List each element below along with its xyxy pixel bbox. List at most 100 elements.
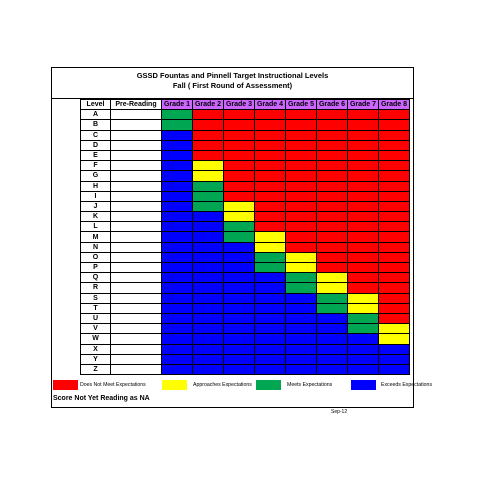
grade-cell — [316, 292, 348, 304]
grade-cell — [161, 221, 193, 233]
grade-cell — [347, 292, 379, 304]
grade-cell — [223, 160, 255, 172]
grade-cell — [347, 333, 379, 345]
grade-cell — [192, 170, 224, 182]
pre-reading-cell — [110, 129, 162, 141]
grade-cell — [223, 251, 255, 264]
level-cell: X — [80, 343, 111, 355]
grade-cell — [223, 282, 255, 294]
grade-cell — [254, 302, 286, 314]
pre-reading-cell — [110, 282, 162, 294]
grade-cell — [223, 312, 255, 325]
pre-reading-cell — [110, 170, 162, 182]
grade-cell — [192, 190, 224, 202]
level-cell: A — [80, 109, 111, 121]
grade-cell — [347, 272, 379, 284]
grade-cell — [192, 302, 224, 314]
column-header: Grade 3 — [223, 98, 255, 111]
grade-cell — [347, 221, 379, 233]
grade-cell — [347, 129, 379, 141]
pre-reading-cell — [110, 200, 162, 213]
table-row: F — [80, 160, 410, 172]
table-row: N — [80, 241, 410, 253]
grade-cell — [378, 231, 410, 243]
grade-cell — [285, 363, 317, 376]
grade-cell — [192, 139, 224, 151]
legend-label-exceeds: Exceeds Expectations — [381, 382, 433, 388]
pre-reading-cell — [110, 160, 162, 172]
table-row: V — [80, 323, 410, 335]
pre-reading-cell — [110, 211, 162, 223]
grade-cell — [223, 343, 255, 355]
grade-cell — [223, 353, 255, 365]
level-cell: Z — [80, 363, 111, 376]
grade-cell — [347, 160, 379, 172]
page-subtitle: Fall ( First Round of Assessment) — [172, 81, 293, 90]
grade-cell — [285, 200, 317, 213]
grade-cell — [316, 180, 348, 192]
grade-cell — [285, 180, 317, 192]
pre-reading-cell — [110, 149, 162, 162]
grade-cell — [285, 353, 317, 365]
grade-cell — [161, 302, 193, 314]
grade-cell — [161, 343, 193, 355]
legend-label-meets: Meets Expectations — [287, 382, 333, 388]
grade-cell — [223, 119, 255, 131]
grade-cell — [347, 282, 379, 294]
grade-cell — [285, 333, 317, 345]
table-row: A — [80, 109, 410, 121]
table-row: G — [80, 170, 410, 182]
grade-cell — [285, 129, 317, 141]
grade-cell — [254, 190, 286, 202]
grade-cell — [285, 139, 317, 151]
legend-label-approaches: Approaches Expectations — [193, 382, 252, 388]
grade-cell — [316, 363, 348, 376]
grade-cell — [347, 302, 379, 314]
grade-cell — [378, 129, 410, 141]
date-stamp: Sep-12 — [331, 409, 348, 415]
pre-reading-cell — [110, 292, 162, 304]
grade-cell — [223, 231, 255, 243]
pre-reading-cell — [110, 302, 162, 314]
grade-cell — [378, 282, 410, 294]
grade-cell — [347, 149, 379, 162]
grade-cell — [285, 211, 317, 223]
grade-cell — [161, 323, 193, 335]
grade-cell — [192, 323, 224, 335]
grade-cell — [254, 200, 286, 213]
table-row: Y — [80, 353, 410, 365]
grade-cell — [378, 292, 410, 304]
grade-cell — [192, 272, 224, 284]
grade-cell — [285, 160, 317, 172]
grade-cell — [223, 272, 255, 284]
grade-cell — [285, 149, 317, 162]
grade-cell — [161, 272, 193, 284]
grade-cell — [316, 261, 348, 274]
grade-cell — [254, 211, 286, 223]
grade-cell — [254, 363, 286, 376]
level-cell: L — [80, 221, 111, 233]
level-cell: H — [80, 180, 111, 192]
grade-cell — [161, 109, 193, 121]
level-cell: P — [80, 261, 111, 274]
grade-cell — [316, 251, 348, 264]
grade-cell — [161, 251, 193, 264]
assessment-sheet: GSSD Fountas and Pinnell Target Instruct… — [51, 67, 432, 408]
grade-cell — [192, 363, 224, 376]
page-title: GSSD Fountas and Pinnell Target Instruct… — [136, 71, 329, 80]
grade-cell — [192, 149, 224, 162]
grade-cell — [316, 323, 348, 335]
legend-swatch-approaches — [162, 380, 187, 390]
grade-cell — [161, 312, 193, 325]
grade-cell — [192, 119, 224, 131]
table-header-row: Level Pre-Reading Grade 1 Grade 2 Grade 3 Gra… — [80, 98, 410, 111]
grade-cell — [223, 323, 255, 335]
grade-cell — [192, 282, 224, 294]
grade-cell — [347, 353, 379, 365]
pre-reading-cell — [110, 272, 162, 284]
pre-reading-cell — [110, 323, 162, 335]
table-row: T — [80, 302, 410, 314]
grade-cell — [223, 333, 255, 345]
grade-cell — [161, 129, 193, 141]
level-cell: V — [80, 323, 111, 335]
